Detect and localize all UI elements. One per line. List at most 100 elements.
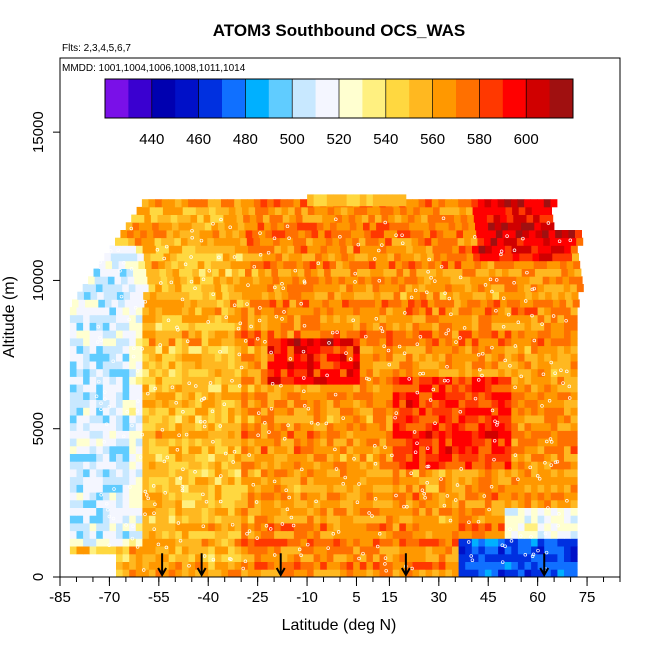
heatmap-cell: [111, 299, 119, 308]
heatmap-cell: [233, 276, 240, 285]
heatmap-cell: [315, 214, 323, 223]
sample-point: [357, 482, 361, 486]
heatmap-cell: [260, 569, 268, 578]
heatmap-cell: [274, 314, 282, 323]
heatmap-cell: [138, 260, 146, 269]
heatmap-cell: [557, 376, 565, 385]
heatmap-cell: [504, 330, 512, 339]
heatmap-cell: [537, 445, 545, 454]
heatmap-cell: [445, 484, 453, 493]
heatmap-cell: [293, 445, 301, 454]
heatmap-cell: [100, 268, 108, 277]
heatmap-cell: [392, 376, 400, 385]
heatmap-cell: [333, 338, 341, 347]
sample-point: [141, 568, 146, 572]
heatmap-cell: [552, 299, 560, 308]
heatmap-cell: [570, 307, 578, 316]
heatmap-cell: [212, 230, 220, 239]
heatmap-cell: [267, 569, 275, 578]
heatmap-cell: [175, 384, 183, 393]
heatmap-cell: [83, 384, 91, 393]
heatmap-cell: [570, 314, 578, 323]
heatmap-cell: [348, 253, 355, 262]
heatmap-cell: [122, 353, 130, 362]
heatmap-cell: [497, 199, 505, 208]
heatmap-cell: [247, 523, 255, 532]
heatmap-cell: [142, 284, 149, 293]
heatmap-cell: [367, 253, 375, 262]
sample-point: [230, 522, 235, 527]
heatmap-cell: [504, 422, 512, 431]
heatmap-cell: [440, 253, 448, 262]
heatmap-cell: [550, 507, 558, 516]
heatmap-cell: [478, 407, 486, 416]
heatmap-cell: [492, 206, 500, 215]
heatmap-cell: [570, 376, 578, 385]
heatmap-cell: [446, 291, 454, 300]
heatmap-cell: [247, 553, 255, 562]
heatmap-cell: [320, 438, 328, 447]
heatmap-cell: [135, 422, 143, 431]
heatmap-cell: [214, 476, 222, 485]
heatmap-cell: [342, 260, 350, 269]
heatmap-cell: [181, 438, 189, 447]
heatmap-cell: [159, 230, 167, 239]
sample-point: [178, 538, 183, 543]
heatmap-cell: [254, 492, 262, 501]
heatmap-cell: [241, 445, 249, 454]
heatmap-cell: [148, 237, 155, 246]
sample-point: [512, 281, 516, 285]
heatmap-cell: [353, 561, 361, 570]
heatmap-cell: [142, 469, 150, 478]
heatmap-cell: [531, 484, 539, 493]
heatmap-cell: [69, 376, 77, 385]
heatmap-cell: [386, 399, 394, 408]
heatmap-cell: [537, 353, 545, 362]
heatmap-cell: [254, 453, 262, 462]
heatmap-cell: [195, 206, 203, 215]
heatmap-cell: [254, 499, 262, 508]
heatmap-cell: [154, 276, 161, 285]
sample-point: [547, 399, 552, 403]
heatmap-cell: [320, 376, 328, 385]
heatmap-cell: [537, 338, 545, 347]
heatmap-cell: [531, 415, 539, 424]
heatmap-cell: [307, 291, 315, 300]
heatmap-cell: [519, 253, 527, 262]
heatmap-cell: [83, 476, 91, 485]
heatmap-cell: [69, 438, 77, 447]
sample-point: [426, 269, 430, 274]
heatmap-cell: [96, 330, 104, 339]
sample-point: [394, 411, 399, 415]
heatmap-cell: [260, 507, 268, 516]
heatmap-cell: [274, 438, 282, 447]
sample-point: [129, 226, 134, 231]
heatmap-cell: [181, 515, 189, 524]
heatmap-cell: [511, 546, 519, 555]
heatmap-cell: [471, 553, 479, 562]
heatmap-cell: [484, 438, 492, 447]
heatmap-cell: [464, 284, 472, 293]
heatmap-cell: [148, 538, 156, 547]
heatmap-cell: [498, 507, 506, 516]
heatmap-cell: [419, 530, 427, 539]
heatmap-cell: [446, 253, 454, 262]
heatmap-cell: [148, 515, 156, 524]
heatmap-cell: [228, 307, 235, 316]
heatmap-cell: [405, 368, 413, 377]
heatmap-cell: [245, 230, 253, 239]
heatmap-cell: [431, 199, 439, 208]
heatmap-cell: [149, 245, 157, 254]
heatmap-cell: [195, 422, 203, 431]
heatmap-cell: [546, 260, 554, 269]
heatmap-cell: [155, 368, 163, 377]
heatmap-cell: [249, 253, 257, 262]
heatmap-cell: [402, 222, 410, 231]
heatmap-cell: [163, 253, 171, 262]
heatmap-cell: [201, 469, 209, 478]
heatmap-cell: [163, 291, 170, 300]
heatmap-cell: [195, 376, 203, 385]
heatmap-cell: [436, 230, 444, 239]
heatmap-cell: [366, 322, 374, 331]
sample-point: [293, 268, 298, 273]
